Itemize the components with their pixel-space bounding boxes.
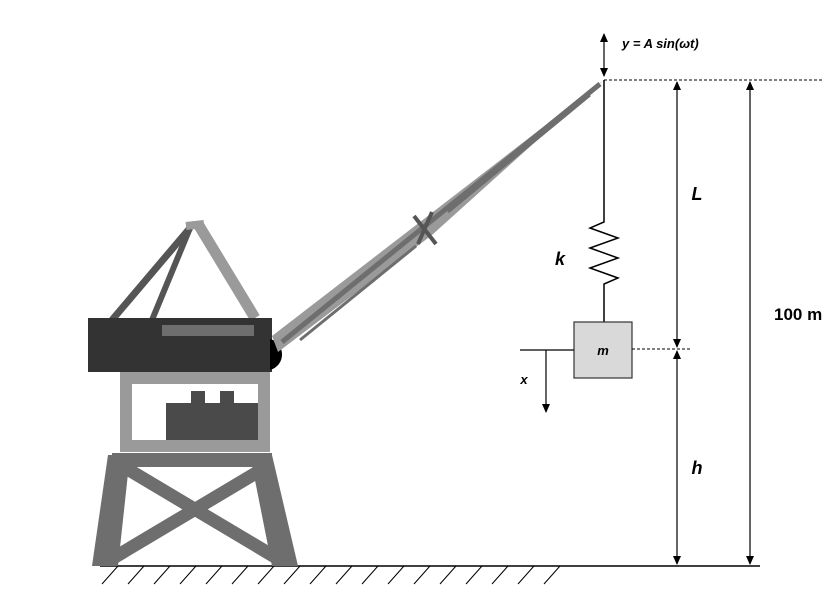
crane-cabin: [120, 372, 270, 452]
crane-machinery-house: [88, 318, 283, 372]
crane-base: [92, 453, 298, 566]
dimension-h-label: h: [692, 458, 703, 478]
ground: [100, 565, 760, 585]
displacement-label: x: [519, 372, 528, 387]
spring: [587, 188, 621, 322]
crane: [88, 80, 604, 566]
ground-hatching: [101, 565, 561, 585]
dimension-L: L: [673, 81, 703, 348]
mass-label: m: [597, 343, 609, 358]
suspension-system: m x: [519, 80, 692, 413]
dimension-total-height: 100 m: [746, 81, 822, 565]
excitation-label: y = A sin(ωt): [621, 36, 699, 51]
dimension-L-label: L: [692, 184, 703, 204]
crane-boom: [272, 80, 604, 352]
dimension-h: h: [673, 350, 703, 565]
excitation-indicator: y = A sin(ωt): [600, 33, 699, 77]
crane-a-frame: [109, 220, 260, 323]
spring-constant-label: k: [555, 249, 566, 269]
total-height-label: 100 m: [774, 305, 822, 324]
